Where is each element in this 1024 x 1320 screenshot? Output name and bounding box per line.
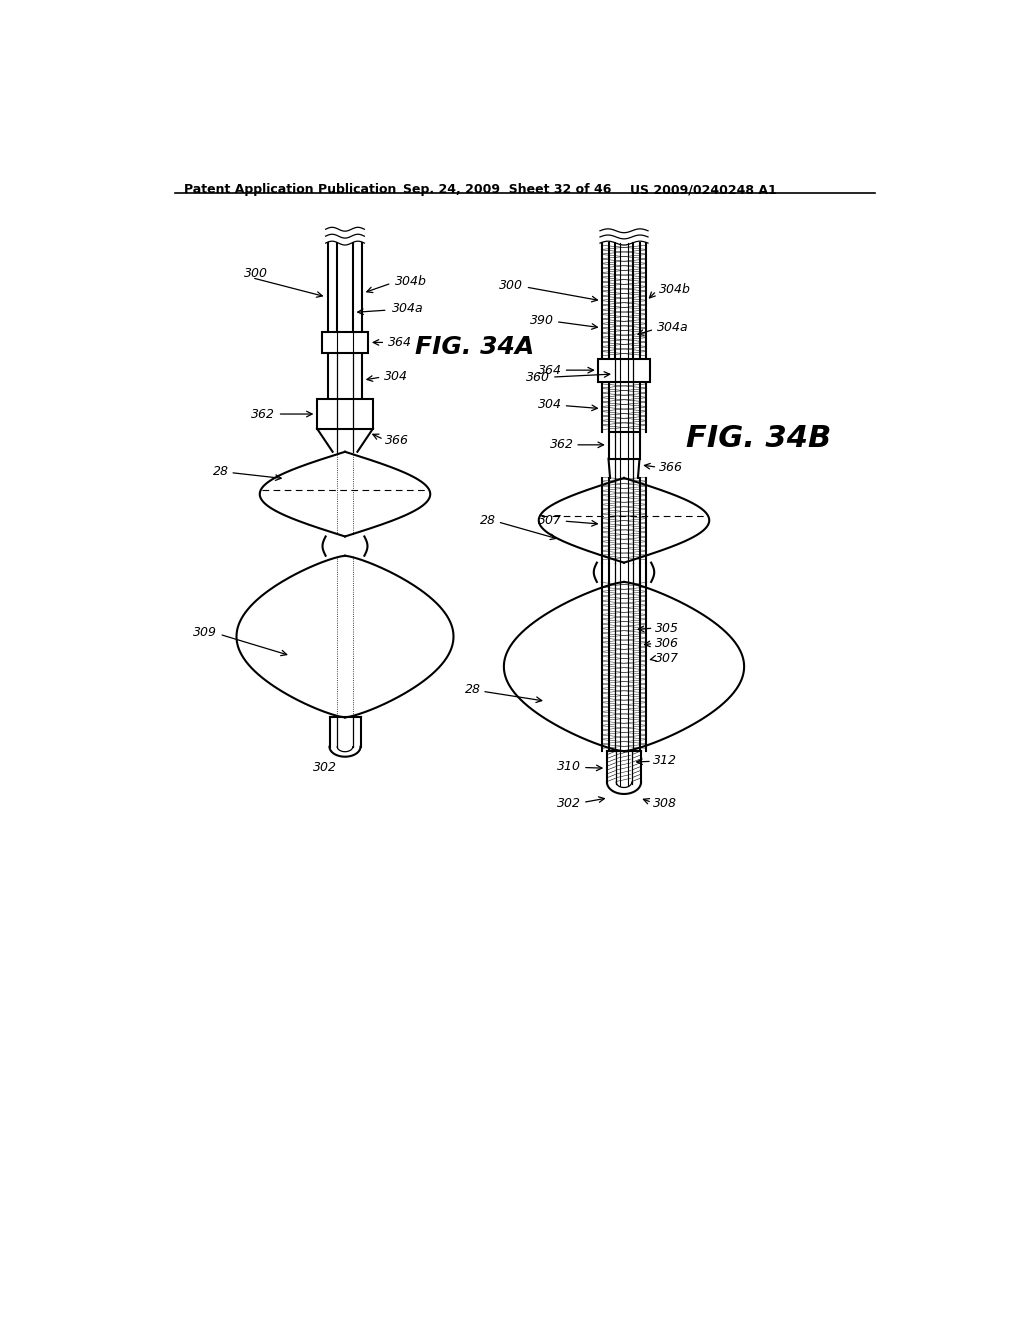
- Text: 312: 312: [653, 754, 678, 767]
- Bar: [598, 359, 649, 381]
- Text: 28: 28: [480, 513, 496, 527]
- Text: 364: 364: [388, 335, 412, 348]
- Text: 362: 362: [251, 408, 275, 421]
- Text: 366: 366: [658, 462, 683, 474]
- Text: Patent Application Publication: Patent Application Publication: [183, 183, 396, 197]
- Text: 302: 302: [557, 797, 582, 809]
- Text: 307: 307: [538, 513, 562, 527]
- Text: 304a: 304a: [656, 321, 688, 334]
- Text: 304a: 304a: [391, 302, 423, 315]
- Text: 28: 28: [213, 465, 228, 478]
- Text: FIG. 34A: FIG. 34A: [415, 335, 534, 359]
- Text: 304b: 304b: [395, 275, 427, 288]
- Text: 28: 28: [465, 684, 480, 696]
- Text: 390: 390: [530, 314, 554, 326]
- Text: 360: 360: [526, 371, 550, 384]
- Text: 304: 304: [384, 370, 408, 383]
- Text: 305: 305: [655, 622, 679, 635]
- Text: 308: 308: [653, 797, 678, 809]
- Text: 300: 300: [245, 268, 268, 280]
- Text: 307: 307: [655, 652, 679, 665]
- Text: Sep. 24, 2009  Sheet 32 of 46: Sep. 24, 2009 Sheet 32 of 46: [403, 183, 611, 197]
- Text: 306: 306: [655, 638, 679, 649]
- Text: FIG. 34B: FIG. 34B: [686, 424, 831, 453]
- Text: 309: 309: [194, 626, 217, 639]
- Text: 304: 304: [538, 399, 562, 412]
- Text: 366: 366: [385, 434, 410, 446]
- Text: 364: 364: [538, 363, 562, 376]
- Text: US 2009/0240248 A1: US 2009/0240248 A1: [630, 183, 777, 197]
- Bar: [322, 331, 369, 354]
- Text: 362: 362: [550, 438, 573, 451]
- Text: 304b: 304b: [658, 282, 691, 296]
- Bar: [608, 432, 640, 459]
- Bar: [317, 400, 373, 429]
- Text: 300: 300: [500, 279, 523, 292]
- Text: 310: 310: [557, 760, 582, 774]
- Text: 302: 302: [313, 760, 337, 774]
